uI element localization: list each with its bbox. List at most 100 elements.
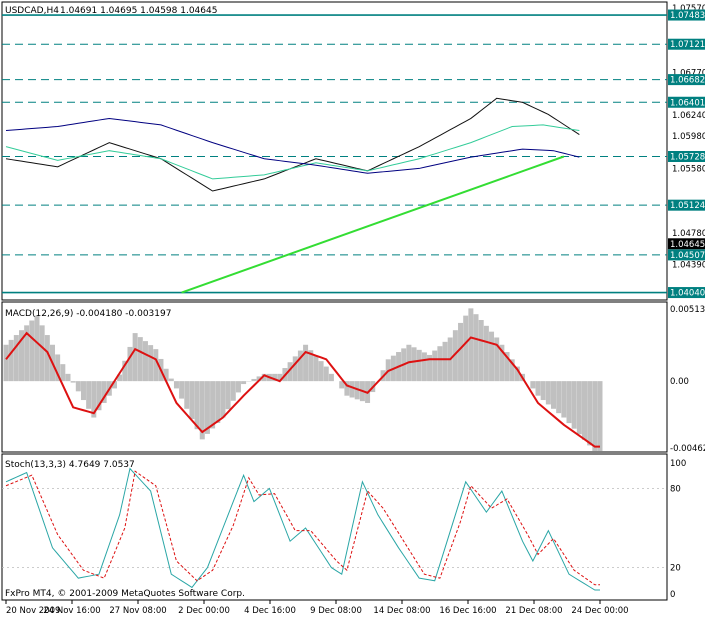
macd-histogram-bar	[251, 378, 257, 382]
level-label-bg	[668, 38, 705, 50]
macd-histogram-bar	[137, 337, 143, 382]
macd-histogram-bar	[509, 359, 515, 382]
macd-histogram-bar	[313, 355, 319, 382]
level-label: 1.05728	[670, 152, 705, 162]
level-labels: 1.07483 1.07121 1.06682 1.06401 1.05728 1.051…	[668, 9, 705, 299]
macd-histogram-bar	[34, 315, 40, 382]
current-price-bg	[668, 238, 705, 250]
macd-histogram-bar	[328, 373, 334, 382]
price-tick: 1.06240	[672, 111, 705, 121]
price-tick: 1.06770	[672, 69, 705, 79]
macd-histogram-bar	[142, 341, 148, 382]
level-label: 1.06401	[670, 98, 705, 108]
macd-histogram-bar	[551, 381, 557, 409]
macd-histogram-bar	[478, 320, 484, 382]
macd-histogram-bar	[416, 349, 422, 382]
level-label-bg	[668, 249, 705, 261]
ohlc-readout: 1.04691 1.04695 1.04598 1.04645	[60, 6, 217, 16]
price-tick: 1.07570	[672, 4, 705, 14]
macd-histogram-bar	[230, 381, 236, 401]
macd-histogram-bar	[432, 350, 438, 382]
current-price-label: 1.04645	[670, 240, 705, 250]
macd-indicator	[3, 308, 603, 451]
macd-axis: 0.00513 0.00 -0.00462	[670, 305, 705, 454]
macd-histogram-bar	[204, 381, 210, 434]
level-lines	[2, 14, 667, 294]
stochastic-indicator	[2, 467, 667, 591]
stoch-axis: 100 80 20 0	[670, 459, 686, 600]
macd-histogram-bar	[225, 381, 231, 410]
level-label-bg	[668, 96, 705, 108]
level-label-bg	[668, 150, 705, 162]
macd-histogram-bar	[473, 314, 479, 382]
level-label: 1.07121	[670, 40, 705, 50]
support-trendline	[181, 155, 565, 294]
time-label: 4 Dec 16:00	[244, 606, 296, 616]
macd-tick: 0.00513	[670, 305, 705, 315]
time-label: 20 Nov 2009	[6, 606, 60, 616]
macd-histogram-bar	[117, 374, 123, 382]
macd-tick: 0.00	[670, 377, 689, 387]
macd-histogram-bar	[489, 331, 495, 382]
level-label: 1.06682	[670, 76, 705, 86]
macd-histogram-bar	[44, 335, 50, 382]
macd-histogram-bar	[556, 381, 562, 414]
macd-histogram-bar	[184, 381, 190, 409]
macd-tick: -0.00462	[670, 444, 705, 454]
stoch-signal-line	[5, 470, 600, 586]
macd-histogram-bar	[18, 330, 24, 382]
macd-histogram-bar	[29, 320, 35, 382]
macd-histogram-bar	[241, 381, 247, 385]
macd-histogram-bar	[287, 362, 293, 382]
time-label: 27 Nov 08:00	[109, 606, 166, 616]
macd-histogram-bar	[173, 381, 179, 389]
level-label: 1.05124	[670, 201, 705, 211]
macd-histogram-bar	[199, 381, 205, 440]
level-label: 1.07483	[670, 11, 705, 21]
macd-histogram-bar	[179, 381, 185, 399]
macd-histogram-bar	[132, 333, 138, 382]
moving-average-line	[5, 117, 580, 174]
stoch-tick: 100	[670, 459, 686, 469]
macd-histogram-bar	[323, 366, 329, 382]
macd-histogram-bar	[339, 381, 345, 389]
trendline-layer[interactable]	[181, 155, 565, 294]
level-label: 1.04507	[670, 251, 705, 261]
macd-histogram-bar	[111, 381, 117, 389]
moving-averages	[5, 97, 580, 192]
macd-histogram-bar	[75, 381, 81, 392]
macd-histogram-bar	[13, 335, 19, 382]
macd-histogram-bar	[210, 381, 216, 429]
time-label: 24 Nov 16:00	[43, 606, 100, 616]
macd-histogram-bar	[458, 322, 464, 382]
macd-histogram-bar	[189, 381, 195, 419]
macd-histogram-bar	[587, 381, 593, 446]
macd-histogram-bar	[566, 381, 572, 424]
macd-histogram-bar	[3, 344, 9, 382]
macd-histogram-bar	[571, 381, 577, 429]
macd-histogram-bar	[318, 361, 324, 382]
level-label-bg	[668, 9, 705, 21]
macd-histogram-bar	[215, 381, 221, 423]
macd-histogram-bar	[540, 381, 546, 401]
macd-histogram-bar	[576, 381, 582, 435]
macd-histogram-bar	[127, 346, 133, 382]
macd-histogram-bar	[70, 381, 76, 383]
macd-histogram-bar	[494, 337, 500, 382]
macd-histogram-bar	[354, 381, 360, 400]
macd-histogram-bar	[504, 352, 510, 382]
stoch-tick: 0	[670, 590, 675, 600]
macd-histogram-bar	[411, 347, 417, 382]
macd-histogram-bar	[297, 350, 303, 382]
macd-histogram-bar	[168, 378, 174, 382]
macd-histogram-bar	[261, 373, 267, 382]
price-tick: 1.04390	[672, 260, 705, 270]
macd-histogram-bar	[597, 381, 603, 451]
macd-histogram-bar	[452, 330, 458, 382]
macd-histogram-bar	[220, 381, 226, 418]
macd-histogram-bar	[65, 373, 71, 382]
macd-histogram-bar	[463, 315, 469, 382]
macd-histogram-bar	[8, 339, 14, 382]
